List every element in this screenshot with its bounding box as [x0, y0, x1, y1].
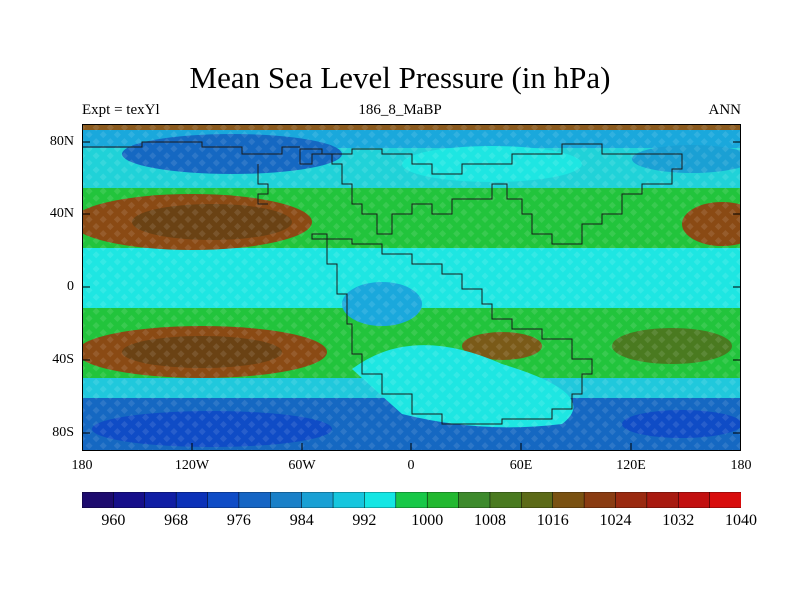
colorbar-swatch [615, 492, 648, 508]
colorbar-swatch [489, 492, 523, 508]
experiment-label: Expt = texYl [82, 102, 160, 118]
lon-tick-label: 60W [288, 458, 316, 473]
pressure-map [72, 124, 762, 451]
lon-tick-label: 0 [407, 458, 415, 473]
time-label: 186_8_MaBP [358, 102, 442, 118]
colorbar-label: 960 [101, 512, 126, 529]
lon-tick-label: 180 [730, 458, 752, 473]
season-label: ANN [708, 102, 742, 118]
lat-tick-label: 40S [52, 352, 74, 367]
lon-tick-label: 180 [71, 458, 93, 473]
colorbar-swatch [677, 492, 711, 508]
colorbar-label: 1040 [725, 512, 757, 529]
colorbar-label: 1024 [599, 512, 632, 529]
colorbar-swatch [583, 492, 617, 508]
southern-continent-outline [311, 233, 593, 425]
colorbar-swatch [458, 492, 491, 508]
colorbar-swatch [364, 492, 397, 508]
page-title: Mean Sea Level Pressure (in hPa) [189, 60, 611, 95]
colorbar-label: 1016 [536, 512, 569, 529]
tick-marks [82, 141, 741, 451]
lat-tick-label: 80S [52, 425, 74, 440]
colorbar-label: 968 [164, 512, 189, 529]
colorbar-swatch [301, 492, 334, 508]
colorbar-swatch [82, 492, 115, 508]
lon-tick-label: 60E [509, 458, 533, 473]
lon-tick-label: 120E [616, 458, 646, 473]
colorbar-swatch [426, 492, 460, 508]
lon-tick-label: 120W [174, 458, 210, 473]
colorbar-swatch [332, 492, 366, 508]
colorbar-label: 1032 [662, 512, 695, 529]
colorbar-swatch [270, 492, 303, 508]
lat-tick-label: 80N [49, 134, 74, 149]
colorbar-swatch [395, 492, 428, 508]
colorbar-label: 984 [289, 512, 314, 529]
colorbar-swatch [207, 492, 240, 508]
island-outline [257, 164, 269, 205]
colorbar-swatch [709, 492, 741, 508]
colorbar [82, 492, 741, 508]
colorbar-swatch [646, 492, 679, 508]
colorbar-swatch [144, 492, 177, 508]
lat-tick-label: 40N [49, 206, 74, 221]
northern-continent-outline [299, 143, 683, 245]
colorbar-label: 1008 [474, 512, 506, 529]
colorbar-swatch [175, 492, 209, 508]
colorbar-label: 976 [226, 512, 251, 529]
colorbar-swatch [113, 492, 146, 508]
colorbar-label: 992 [352, 512, 377, 529]
colorbar-swatch [238, 492, 272, 508]
colorbar-swatch [552, 492, 585, 508]
colorbar-label: 1000 [411, 512, 444, 529]
map-svg [72, 124, 762, 451]
arctic-coast-outline [82, 141, 300, 155]
lat-tick-label: 0 [67, 279, 74, 294]
colorbar-swatch [521, 492, 554, 508]
